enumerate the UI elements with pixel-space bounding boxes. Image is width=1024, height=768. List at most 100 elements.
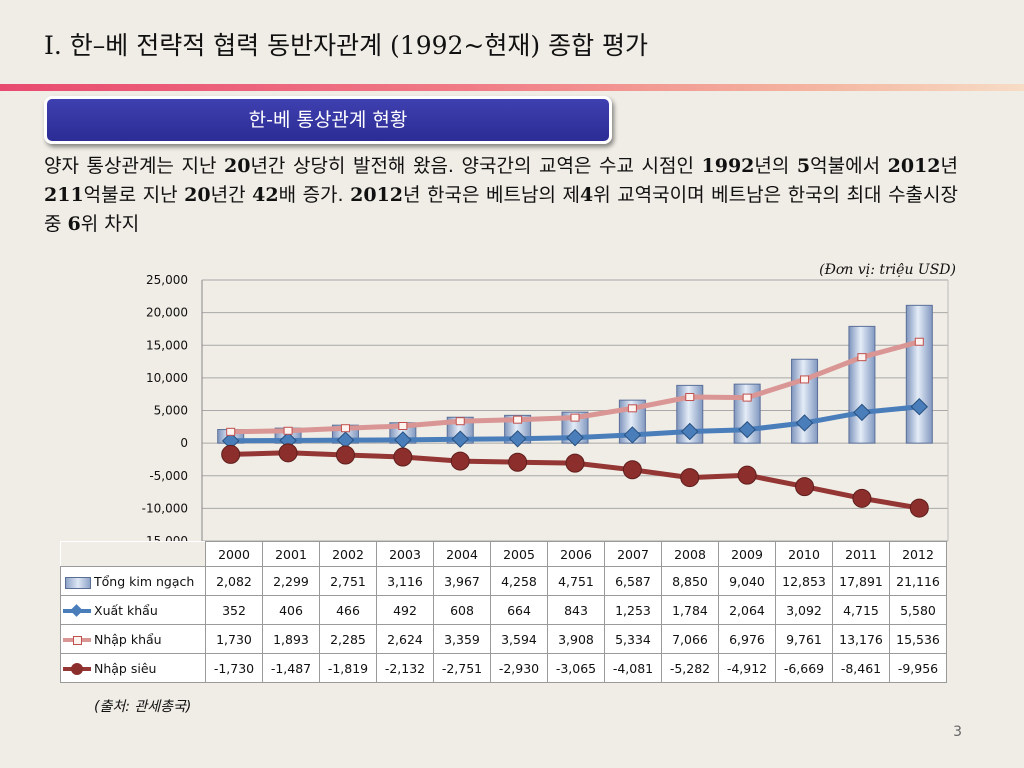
point-nhap-sieu: [737, 465, 757, 485]
data-label: 9,040: [718, 566, 776, 596]
point-xuat-khau: [738, 420, 756, 439]
summary-segment: 년간: [210, 184, 253, 206]
point-nhap-sieu: [278, 443, 298, 463]
point-nhap-khau: [570, 413, 580, 422]
summary-segment: 억불로 지난: [83, 184, 185, 206]
data-label: 3,594: [490, 624, 548, 654]
y-tick-label: -5,000: [149, 469, 188, 483]
table-row: Nhập khẩu 1,730 1,893 2,285 2,624 3,359 3,594 3…: [60, 624, 947, 654]
slide-title: I. 한–베 전략적 협력 동반자관계 (1992~현재) 종합 평가: [44, 31, 649, 60]
point-nhap-khau: [283, 426, 293, 435]
point-xuat-khau: [795, 414, 814, 432]
data-label: -1,819: [319, 653, 377, 683]
data-label: 2,064: [718, 595, 776, 625]
x-tick-label: 2000: [205, 541, 263, 567]
x-tick-label: 2002: [319, 541, 377, 567]
point-nhap-khau: [340, 424, 350, 433]
x-tick-label: 2003: [376, 541, 434, 567]
x-tick-label: 2012: [889, 541, 947, 567]
unit-note: (Đơn vị: triệu USD): [819, 262, 956, 278]
data-label: 2,285: [319, 624, 377, 654]
data-label: -1,487: [262, 653, 320, 683]
data-label: 406: [262, 595, 320, 625]
legend-key-icon: [63, 663, 91, 675]
data-label: -9,956: [889, 653, 947, 683]
point-xuat-khau: [451, 430, 469, 448]
summary-segment: 5: [796, 155, 811, 177]
data-label: -2,751: [433, 653, 491, 683]
point-xuat-khau: [681, 422, 699, 441]
table-header-row: 2000 2001 2002 2003 2004 2005 2006 2007 2008 2009…: [60, 541, 947, 567]
point-nhap-sieu: [795, 477, 815, 497]
data-label: 17,891: [832, 566, 890, 596]
summary-segment: 년 한국은 베트남의 제: [403, 184, 580, 206]
data-label: 7,066: [661, 624, 719, 654]
point-nhap-sieu: [508, 452, 528, 472]
chart-data-table: 2000 2001 2002 2003 2004 2005 2006 2007 2008 2009…: [60, 541, 947, 683]
legend-key-icon: [63, 604, 91, 617]
data-label: 1,253: [604, 595, 662, 625]
data-label: 3,967: [433, 566, 491, 596]
point-nhap-sieu: [565, 453, 585, 473]
point-nhap-sieu: [221, 444, 241, 464]
data-label: 6,976: [718, 624, 776, 654]
data-label: 6,587: [604, 566, 662, 596]
data-label: 9,761: [775, 624, 833, 654]
summary-segment: 배 증가.: [278, 184, 351, 206]
table-row: Nhập siêu -1,730 -1,487 -1,819 -2,132 -2,751-…: [60, 653, 947, 683]
data-label: 3,092: [775, 595, 833, 625]
x-tick-label: 2004: [433, 541, 491, 567]
x-tick-label: 2011: [832, 541, 890, 567]
data-label: 12,853: [775, 566, 833, 596]
point-nhap-sieu: [450, 451, 470, 471]
data-label: 3,116: [376, 566, 434, 596]
data-label: 492: [376, 595, 434, 625]
point-xuat-khau: [910, 398, 929, 416]
summary-segment: 4: [579, 184, 594, 206]
point-nhap-sieu: [909, 498, 929, 518]
point-nhap-khau: [455, 417, 465, 426]
bar-tong-kim-ngach: [905, 304, 933, 444]
legend-label: Nhập siêu: [94, 660, 157, 676]
summary-segment: 20: [184, 184, 211, 206]
point-nhap-sieu: [393, 447, 413, 467]
summary-segment: 42: [252, 184, 279, 206]
data-label: -2,930: [490, 653, 548, 683]
y-tick-label: 0: [180, 436, 188, 450]
x-tick-label: 2005: [490, 541, 548, 567]
data-label: -5,282: [661, 653, 719, 683]
summary-segment: 억불에서: [810, 155, 888, 177]
table-row: Tổng kim ngạch 2,082 2,299 2,751 3,116 3,967 4…: [60, 566, 947, 596]
data-label: 13,176: [832, 624, 890, 654]
summary-segment: 위 교역국이며 베트남은 한국의 최대 수출시장 중: [44, 184, 958, 235]
y-tick-label: 20,000: [146, 306, 188, 320]
data-label: 2,299: [262, 566, 320, 596]
legend-key-icon: [63, 576, 91, 589]
legend-entry: Nhập khẩu: [60, 624, 206, 654]
point-nhap-khau: [627, 404, 637, 413]
summary-segment: 6: [67, 213, 81, 235]
point-xuat-khau: [566, 428, 584, 447]
legend-label: Xuất khẩu: [94, 602, 158, 618]
legend-label: Nhập khẩu: [94, 631, 162, 647]
summary-segment: 년: [940, 155, 958, 177]
summary-text: 양자 통상관계는 지난 20년간 상당히 발전해 왔음. 양국간의 교역은 수교…: [44, 152, 958, 239]
point-nhap-khau: [398, 422, 408, 431]
point-nhap-sieu: [852, 488, 872, 508]
data-label: -4,081: [604, 653, 662, 683]
point-xuat-khau: [853, 403, 871, 422]
summary-segment: 양자 통상관계는 지난: [44, 155, 224, 177]
data-label: 664: [490, 595, 548, 625]
table-row: Xuất khẩu 352 406 466 492 608 664 843 1,253 1,784…: [60, 595, 947, 625]
data-label: -1,730: [205, 653, 263, 683]
data-label: -4,912: [718, 653, 776, 683]
title-divider: [0, 84, 1024, 91]
point-nhap-sieu: [622, 460, 642, 480]
data-label: 8,850: [661, 566, 719, 596]
x-tick-label: 2009: [718, 541, 776, 567]
point-nhap-sieu: [680, 468, 700, 488]
x-tick-label: 2001: [262, 541, 320, 567]
summary-segment: 20: [224, 155, 251, 177]
data-label: -6,669: [775, 653, 833, 683]
